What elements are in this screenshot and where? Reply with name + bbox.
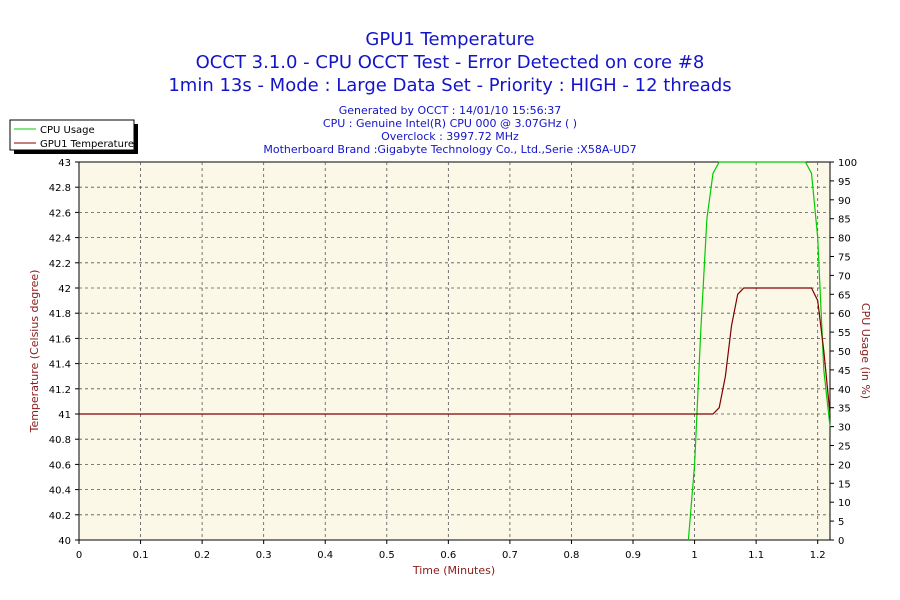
legend-label-cpu-usage: CPU Usage [40,125,95,136]
y-right-tick-label: 45 [838,366,851,377]
grid [79,162,830,540]
y-left-tick-label: 40.4 [49,486,71,497]
y-left-tick-label: 41.8 [49,309,71,320]
y-right-tick-label: 80 [838,234,851,245]
y-right-tick-label: 55 [838,328,851,339]
y-left-tick-label: 40 [58,536,71,547]
x-tick-label: 0.5 [379,550,395,561]
y-right-tick-label: 65 [838,290,851,301]
x-tick-label: 0.8 [564,550,580,561]
y-right-tick-label: 25 [838,442,851,453]
series-line-cpu-usage [687,161,831,541]
y-left-tick-label: 41 [58,410,71,421]
y-right-tick-label: 100 [838,158,857,169]
x-tick-label: 0.7 [502,550,518,561]
y-right-tick-label: 0 [838,536,844,547]
y-left-tick-label: 40.6 [49,460,71,471]
y-right-tick-label: 50 [838,347,851,358]
y-right-tick-label: 90 [838,196,851,207]
y-right-tick-label: 40 [838,385,851,396]
y-left-tick-label: 41.2 [49,385,71,396]
x-tick-label: 0.4 [317,550,333,561]
x-tick-label: 1.2 [810,550,826,561]
info-overclock: Overclock : 3997.72 MHz [381,130,519,143]
plot-area [78,161,831,541]
chart-title: GPU1 Temperature [365,29,534,50]
y-right-tick-label: 85 [838,215,851,226]
y-left-tick-label: 42.8 [49,183,71,194]
y-left-tick-label: 41.6 [49,334,71,345]
x-tick-label: 1 [691,550,697,561]
y-right-tick-label: 20 [838,460,851,471]
chart-subtitle-2: 1min 13s - Mode : Large Data Set - Prior… [168,75,731,96]
x-tick-label: 0.6 [440,550,456,561]
legend: CPU Usage GPU1 Temperature [9,119,138,154]
y-right-tick-label: 5 [838,517,844,528]
info-cpu: CPU : Genuine Intel(R) CPU 000 @ 3.07GHz… [323,117,577,130]
y-left-tick-label: 40.8 [49,435,71,446]
y-right-tick-label: 75 [838,253,851,264]
y-right-tick-label: 35 [838,404,851,415]
y-left-tick-label: 40.2 [49,511,71,522]
y-right-tick-label: 60 [838,309,851,320]
y-left-axis-label: Temperature (Celsius degree) [28,270,41,434]
y-left-tick-label: 42.2 [49,259,71,270]
series-line-gpu1-temperature [79,287,831,415]
y-right-tick-label: 15 [838,479,851,490]
x-tick-label: 0.3 [256,550,272,561]
x-tick-label: 1.1 [748,550,764,561]
axis-ticks: 0 0.1 0.2 0.3 0.4 0.5 0.6 0.7 0.8 0.9 1 1.1 1.2 40 40.… [49,158,857,561]
legend-label-gpu1-temperature: GPU1 Temperature [40,139,134,150]
x-tick-label: 0.1 [133,550,149,561]
y-left-tick-label: 42 [58,284,71,295]
y-left-tick-label: 42.6 [49,208,71,219]
y-right-tick-label: 70 [838,271,851,282]
y-left-tick-label: 42.4 [49,234,71,245]
info-generated: Generated by OCCT : 14/01/10 15:56:37 [339,104,562,117]
y-right-tick-label: 10 [838,498,851,509]
info-motherboard: Motherboard Brand :Gigabyte Technology C… [263,143,636,156]
y-left-tick-label: 43 [58,158,71,169]
x-tick-label: 0.2 [194,550,210,561]
y-right-axis-label: CPU Usage (in %) [859,303,872,399]
y-left-tick-label: 41.4 [49,360,71,371]
chart-subtitle-1: OCCT 3.1.0 - CPU OCCT Test - Error Detec… [196,52,705,73]
y-right-tick-label: 95 [838,177,851,188]
x-axis-label: Time (Minutes) [412,564,495,577]
x-tick-label: 0.9 [625,550,641,561]
x-tick-label: 0 [76,550,82,561]
series-layer [79,161,831,541]
y-right-tick-label: 30 [838,423,851,434]
